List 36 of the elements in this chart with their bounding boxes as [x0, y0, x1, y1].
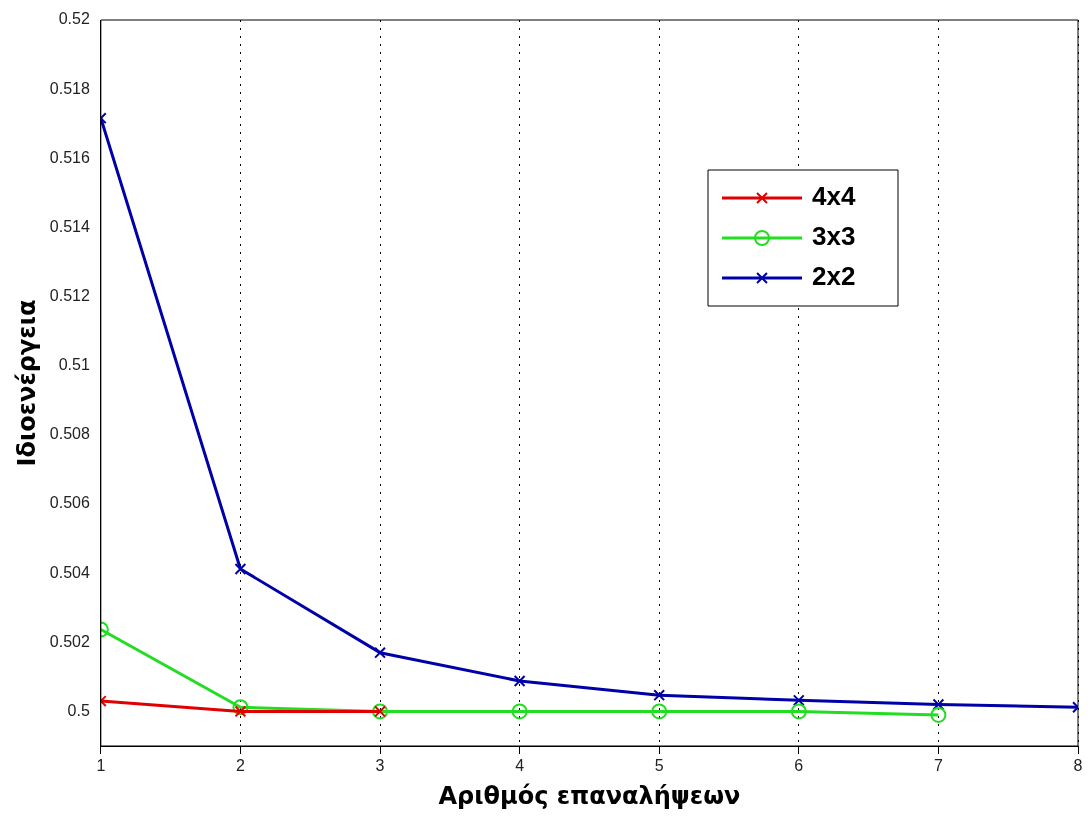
point — [234, 563, 247, 575]
y-tick-label: 0.51 — [58, 356, 90, 374]
legend-label: 2x2 — [812, 261, 856, 292]
point — [513, 675, 526, 687]
x-tick-label: 6 — [794, 757, 804, 775]
y-tick-label: 0.52 — [58, 10, 90, 28]
point — [932, 698, 945, 711]
x-tick-label: 4 — [515, 757, 525, 775]
y-axis-title: Ιδιοενέργεια — [12, 299, 41, 467]
y-tick-label: 0.5 — [67, 701, 90, 719]
y-tick-label: 0.514 — [49, 217, 90, 235]
point — [234, 705, 247, 718]
point — [651, 703, 668, 720]
point — [792, 694, 805, 707]
legend-label: 4x4 — [812, 181, 856, 212]
x-tick-label: 3 — [375, 757, 385, 775]
y-tick-label: 0.508 — [49, 425, 90, 443]
y-tick-label: 0.502 — [49, 632, 90, 650]
x-tick-label: 7 — [933, 757, 943, 775]
point — [790, 703, 807, 720]
point — [930, 706, 947, 723]
x-tick-label: 8 — [1073, 757, 1083, 775]
y-tick-label: 0.518 — [49, 79, 90, 97]
x-tick-label: 1 — [96, 757, 106, 775]
y-tick-label: 0.516 — [49, 148, 90, 166]
point — [511, 703, 528, 720]
x-tick-label: 5 — [654, 757, 664, 775]
x-axis-title: Αριθμός επαναλήψεων — [438, 781, 741, 810]
y-tick-label: 0.504 — [49, 563, 90, 581]
y-tick-label: 0.506 — [49, 494, 90, 512]
point — [232, 699, 249, 716]
point — [653, 689, 666, 702]
point — [374, 646, 386, 659]
x-tick-label: 2 — [235, 757, 245, 775]
legend-label: 3x3 — [812, 221, 856, 252]
y-tick-label: 0.512 — [49, 286, 90, 304]
